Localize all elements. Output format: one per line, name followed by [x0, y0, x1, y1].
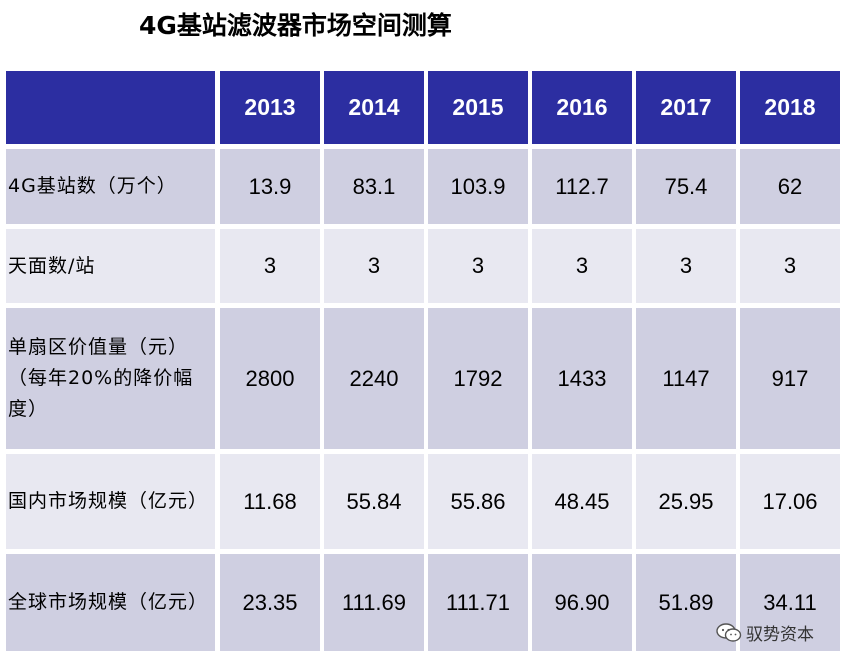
year-header-2013: 2013: [220, 71, 320, 144]
table-cell: 1147: [636, 308, 736, 449]
table-cell: 34.11: [740, 554, 840, 651]
table-corner-cell: [6, 71, 215, 144]
row-label-antennas-per-station: 天面数/站: [6, 229, 215, 303]
table-cell: 2240: [324, 308, 424, 449]
table-cell: 51.89: [636, 554, 736, 651]
row-label-sector-value: 单扇区价值量（元）（每年20%的降价幅度）: [6, 308, 215, 449]
table-cell: 3: [428, 229, 528, 303]
table-cell: 917: [740, 308, 840, 449]
table-cell: 55.86: [428, 454, 528, 549]
table-cell: 3: [324, 229, 424, 303]
table-cell: 3: [220, 229, 320, 303]
row-label-global-market: 全球市场规模（亿元）: [6, 554, 215, 651]
table-cell: 111.69: [324, 554, 424, 651]
table-cell: 3: [636, 229, 736, 303]
row-label-base-stations: 4G基站数（万个）: [6, 149, 215, 224]
year-header-2014: 2014: [324, 71, 424, 144]
table-cell: 13.9: [220, 149, 320, 224]
table-cell: 1792: [428, 308, 528, 449]
table-cell: 23.35: [220, 554, 320, 651]
page-title: 4G基站滤波器市场空间测算: [139, 11, 452, 40]
table-cell: 112.7: [532, 149, 632, 224]
table-cell: 83.1: [324, 149, 424, 224]
row-label-domestic-market: 国内市场规模（亿元）: [6, 454, 215, 549]
year-header-2017: 2017: [636, 71, 736, 144]
table-cell: 2800: [220, 308, 320, 449]
table-cell: 3: [532, 229, 632, 303]
table-cell: 75.4: [636, 149, 736, 224]
table-cell: 11.68: [220, 454, 320, 549]
data-table: 2013 2014 2015 2016 2017 2018 4G基站数（万个） …: [6, 71, 840, 651]
table-cell: 48.45: [532, 454, 632, 549]
year-header-2018: 2018: [740, 71, 840, 144]
table-cell: 1433: [532, 308, 632, 449]
year-header-2015: 2015: [428, 71, 528, 144]
watermark: 驭势资本: [716, 620, 814, 645]
table-cell: 96.90: [532, 554, 632, 651]
wechat-icon: [716, 622, 742, 644]
table-cell: 62: [740, 149, 840, 224]
table-cell: 17.06: [740, 454, 840, 549]
table-cell: 103.9: [428, 149, 528, 224]
table-cell: 3: [740, 229, 840, 303]
watermark-text: 驭势资本: [746, 625, 814, 645]
year-header-2016: 2016: [532, 71, 632, 144]
table-cell: 55.84: [324, 454, 424, 549]
table-cell: 111.71: [428, 554, 528, 651]
table-cell: 25.95: [636, 454, 736, 549]
